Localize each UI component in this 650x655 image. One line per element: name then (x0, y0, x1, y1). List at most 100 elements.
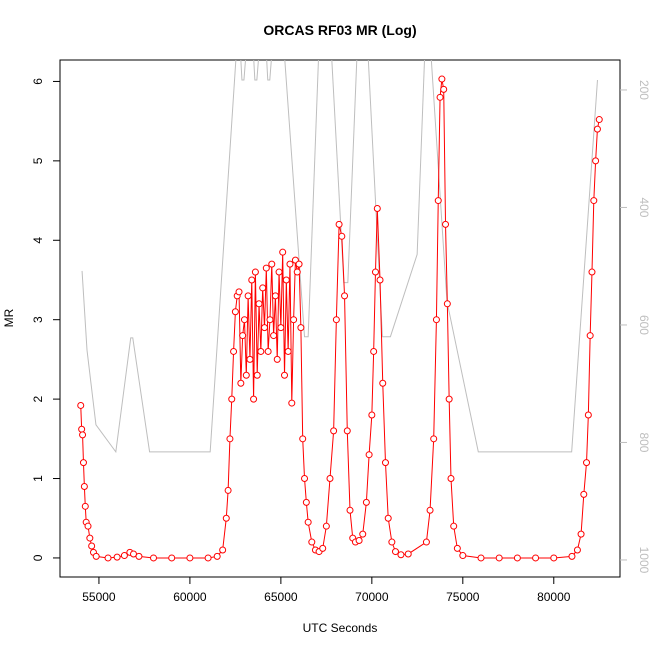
data-point (299, 435, 307, 443)
data-point (593, 125, 601, 133)
data-point (77, 401, 85, 409)
data-point (365, 451, 373, 459)
data-point (384, 514, 392, 522)
data-point (584, 411, 592, 419)
data-point (326, 475, 334, 483)
data-point (79, 459, 87, 467)
y-tick-label: 3 (31, 316, 45, 323)
data-point (222, 514, 230, 522)
data-point (239, 332, 247, 340)
data-point (583, 459, 591, 467)
data-point (568, 552, 576, 560)
data-point (308, 538, 316, 546)
data-point (343, 427, 351, 435)
data-point (440, 85, 448, 93)
data-point (391, 548, 399, 556)
data-point (235, 288, 243, 296)
data-point (240, 316, 248, 324)
x-tick-label: 55000 (82, 590, 116, 604)
data-point (430, 435, 438, 443)
data-point (288, 399, 296, 407)
data-point (332, 316, 340, 324)
data-point (250, 395, 258, 403)
series-line (80, 78, 600, 559)
data-point (359, 530, 367, 538)
data-point (513, 554, 521, 562)
data-point (86, 534, 94, 542)
data-point (264, 347, 272, 355)
data-point (371, 268, 379, 276)
data-point (88, 542, 96, 550)
y-tick-label: 2 (31, 395, 45, 402)
data-point (436, 93, 444, 101)
y-tick-label: 1 (31, 475, 45, 482)
data-point (373, 205, 381, 213)
data-point (477, 554, 485, 562)
data-point (297, 324, 305, 332)
data-point (573, 546, 581, 554)
data-point (459, 552, 467, 560)
data-point (293, 268, 301, 276)
data-point (259, 284, 267, 292)
data-point (255, 300, 263, 308)
data-point (595, 116, 603, 124)
data-point (262, 264, 270, 272)
series-line (81, 60, 598, 454)
data-point (251, 268, 259, 276)
data-point (319, 544, 327, 552)
data-point (248, 276, 256, 284)
data-point (381, 459, 389, 467)
y2-tick-label: 800 (637, 432, 650, 452)
data-point (453, 544, 461, 552)
data-point (84, 522, 92, 530)
data-point (282, 276, 290, 284)
data-point (113, 553, 121, 561)
y2-tick-label: 600 (637, 315, 650, 335)
data-point (284, 347, 292, 355)
data-point (290, 316, 298, 324)
data-point (376, 276, 384, 284)
x-tick-label: 75000 (446, 590, 480, 604)
data-point (301, 475, 309, 483)
y-tick-label: 6 (31, 78, 45, 85)
data-point (355, 536, 363, 544)
data-point (273, 355, 281, 363)
data-point (237, 379, 245, 387)
data-point (379, 379, 387, 387)
data-point (397, 551, 405, 559)
data-point (426, 506, 434, 514)
data-point (266, 316, 274, 324)
data-point (335, 220, 343, 228)
y2-tick-label: 400 (637, 197, 650, 217)
data-point (577, 530, 585, 538)
data-point (450, 522, 458, 530)
data-point (362, 498, 370, 506)
data-point (92, 552, 100, 560)
data-point (279, 248, 287, 256)
data-point (230, 347, 238, 355)
data-point (445, 395, 453, 403)
data-point (270, 332, 278, 340)
data-point (277, 324, 285, 332)
x-tick-label: 60000 (173, 590, 207, 604)
data-point (244, 292, 252, 300)
data-point (231, 308, 239, 316)
data-point (438, 75, 446, 83)
data-point (550, 554, 558, 562)
data-point (592, 157, 600, 165)
y2-tick-label: 1000 (637, 547, 650, 574)
data-point (224, 486, 232, 494)
y-axis-label: MR (2, 308, 16, 327)
data-point (135, 552, 143, 560)
data-point (580, 490, 588, 498)
data-point (388, 538, 396, 546)
data-point (186, 554, 194, 562)
data-point (275, 268, 283, 276)
data-point (322, 522, 330, 530)
data-point (204, 554, 212, 562)
data-point (495, 554, 503, 562)
data-point (443, 300, 451, 308)
data-point (346, 506, 354, 514)
data-point (120, 552, 128, 560)
